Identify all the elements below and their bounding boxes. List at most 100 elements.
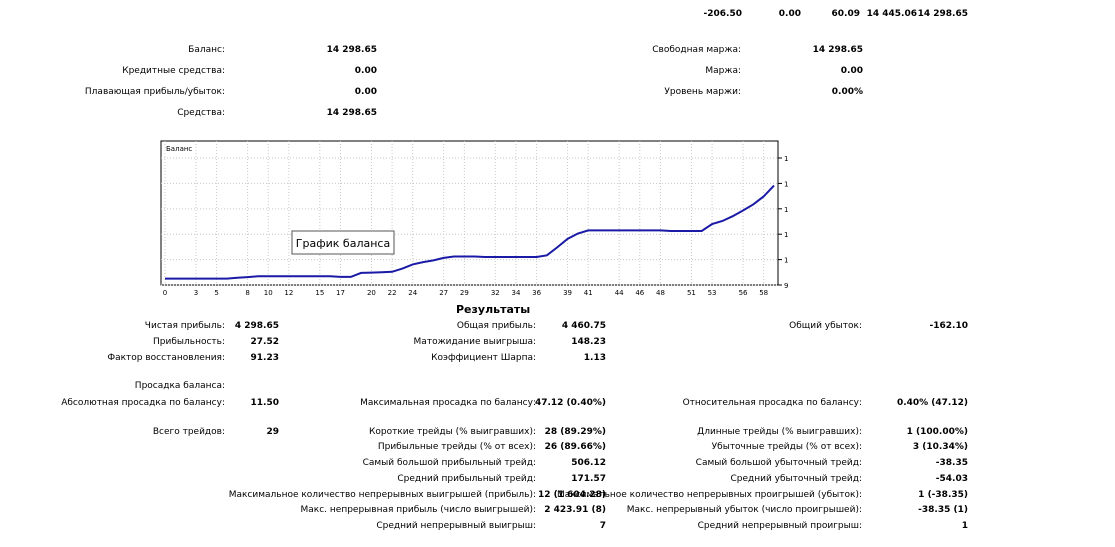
annotation-box xyxy=(291,230,395,255)
balance-line xyxy=(165,184,775,280)
avg-cons-wins-label: Средний непрерывный выигрыш: xyxy=(376,521,536,531)
max-cons-wins-label: Максимальное количество непрерывных выиг… xyxy=(228,490,536,500)
y-tick-label: 9773 xyxy=(784,282,788,290)
loss-trades-label: Убыточные трейды (% от всех): xyxy=(711,442,862,452)
max-cons-profit-label: Макс. непрерывная прибыль (число выигрыш… xyxy=(300,505,536,515)
x-tick-label: 39 xyxy=(563,289,572,297)
long-trades-value: 1 (100.00%) xyxy=(906,427,968,437)
x-tick-label: 53 xyxy=(708,289,717,297)
net-profit-label: Чистая прибыль: xyxy=(144,321,225,331)
x-tick-label: 48 xyxy=(656,289,665,297)
x-tick-label: 46 xyxy=(635,289,644,297)
avg-loss-value: -54.03 xyxy=(935,474,968,484)
expected-payoff-label: Матожидание выигрыша: xyxy=(413,337,536,347)
floating-label: Плавающая прибыль/убыток: xyxy=(84,87,225,97)
margin-level-value: 0.00% xyxy=(831,87,863,97)
expected-payoff-value: 148.23 xyxy=(571,337,606,347)
profit-trades-value: 26 (89.66%) xyxy=(544,442,606,452)
max-cons-loss-label: Макс. непрерывный убыток (число проигрыш… xyxy=(626,505,862,515)
equity-value: 14 298.65 xyxy=(326,108,377,118)
max-cons-losses-label: Максимальное количество непрерывных прои… xyxy=(557,490,862,500)
x-tick-label: 58 xyxy=(759,289,768,297)
results-header: Результаты xyxy=(456,303,531,316)
top-value-4: 14 445.06 xyxy=(866,9,917,19)
total-trades-label: Всего трейдов: xyxy=(152,427,225,437)
x-tick-label: 20 xyxy=(367,289,376,297)
x-tick-label: 22 xyxy=(388,289,397,297)
annotation-text: График баланса xyxy=(296,237,390,250)
net-profit-value: 4 298.65 xyxy=(234,321,279,331)
profitability-label: Прибыльность: xyxy=(153,337,225,347)
y-tick-label: 13357 xyxy=(784,180,788,188)
max-drawdown-label: Максимальная просадка по балансу: xyxy=(360,398,536,408)
sharpe-label: Коэффициент Шарпа: xyxy=(431,353,536,363)
avg-profit-value: 171.57 xyxy=(571,474,606,484)
abs-drawdown-label: Абсолютная просадка по балансу: xyxy=(61,398,225,408)
x-tick-label: 12 xyxy=(284,289,293,297)
avg-cons-losses-value: 1 xyxy=(961,521,968,531)
profit-trades-label: Прибыльные трейды (% от всех): xyxy=(377,442,536,452)
x-tick-label: 27 xyxy=(439,289,448,297)
largest-loss-label: Самый большой убыточный трейд: xyxy=(695,458,862,468)
free-margin-label: Свободная маржа: xyxy=(652,45,741,55)
x-tick-label: 34 xyxy=(511,289,520,297)
top-value-2: 0.00 xyxy=(778,9,801,19)
credit-label: Кредитные средства: xyxy=(122,66,225,76)
y-tick-label: 12461 xyxy=(784,206,788,214)
y-tick-label: 11565 xyxy=(784,231,788,239)
top-value-5: 14 298.65 xyxy=(917,9,968,19)
abs-drawdown-value: 11.50 xyxy=(250,398,279,408)
x-tick-label: 44 xyxy=(615,289,624,297)
total-trades-value: 29 xyxy=(266,427,279,437)
gross-profit-label: Общая прибыль: xyxy=(456,321,536,331)
max-cons-wins-value: 12 (1 604.28) xyxy=(537,490,606,500)
balance-label: Баланс: xyxy=(188,45,225,55)
max-cons-loss-value: -38.35 (1) xyxy=(918,505,968,515)
largest-profit-value: 506.12 xyxy=(571,458,606,468)
gross-loss-label: Общий убыток: xyxy=(789,321,862,331)
max-cons-profit-value: 2 423.91 (8) xyxy=(544,505,606,515)
equity-label: Средства: xyxy=(177,108,225,118)
long-trades-label: Длинные трейды (% выигравших): xyxy=(697,427,862,437)
drawdown-label: Просадка баланса: xyxy=(134,381,225,391)
sharpe-value: 1.13 xyxy=(583,353,606,363)
top-value-1: -206.50 xyxy=(703,9,742,19)
margin-label: Маржа: xyxy=(705,66,741,76)
x-tick-label: 41 xyxy=(584,289,593,297)
x-tick-label: 3 xyxy=(194,289,198,297)
chart-grid xyxy=(161,141,778,286)
x-tick-label: 51 xyxy=(687,289,696,297)
largest-profit-label: Самый большой прибыльный трейд: xyxy=(362,458,536,468)
chart-title: Баланс xyxy=(166,145,192,153)
avg-cons-losses-label: Средний непрерывный проигрыш: xyxy=(697,521,862,531)
short-trades-value: 28 (89.29%) xyxy=(544,427,606,437)
top-value-3: 60.09 xyxy=(831,9,860,19)
x-tick-label: 56 xyxy=(739,289,748,297)
credit-value: 0.00 xyxy=(354,66,377,76)
avg-loss-label: Средний убыточный трейд: xyxy=(730,474,862,484)
gross-profit-value: 4 460.75 xyxy=(561,321,606,331)
profitability-value: 27.52 xyxy=(250,337,279,347)
loss-trades-value: 3 (10.34%) xyxy=(912,442,968,452)
balance-chart: Баланс 0 3 5 8 10 12 15 17 20 22 24 27 29 32 34 36 39 41 4… xyxy=(160,140,788,297)
recovery-value: 91.23 xyxy=(250,353,279,363)
x-tick-label: 5 xyxy=(214,289,218,297)
x-ticks: 0 3 5 8 10 12 15 17 20 22 24 27 29 32 34 36 39 41 44 46 48 51… xyxy=(163,289,768,297)
short-trades-label: Короткие трейды (% выигравших): xyxy=(369,427,536,437)
free-margin-value: 14 298.65 xyxy=(812,45,863,55)
avg-profit-label: Средний прибыльный трейд: xyxy=(397,474,536,484)
chart-frame xyxy=(160,140,779,286)
margin-value: 0.00 xyxy=(840,66,863,76)
gross-loss-value: -162.10 xyxy=(929,321,968,331)
x-tick-label: 8 xyxy=(245,289,249,297)
floating-value: 0.00 xyxy=(354,87,377,97)
max-cons-losses-value: 1 (-38.35) xyxy=(918,490,968,500)
x-tick-label: 15 xyxy=(315,289,324,297)
x-tick-label: 10 xyxy=(264,289,273,297)
recovery-label: Фактор восстановления: xyxy=(107,353,225,363)
x-tick-label: 0 xyxy=(163,289,167,297)
y-ticks: 14254 13357 12461 11565 10669 9773 xyxy=(778,155,788,290)
y-tick-label: 14254 xyxy=(784,155,788,163)
y-tick-label: 10669 xyxy=(784,257,788,265)
rel-drawdown-value: 0.40% (47.12) xyxy=(896,398,968,408)
